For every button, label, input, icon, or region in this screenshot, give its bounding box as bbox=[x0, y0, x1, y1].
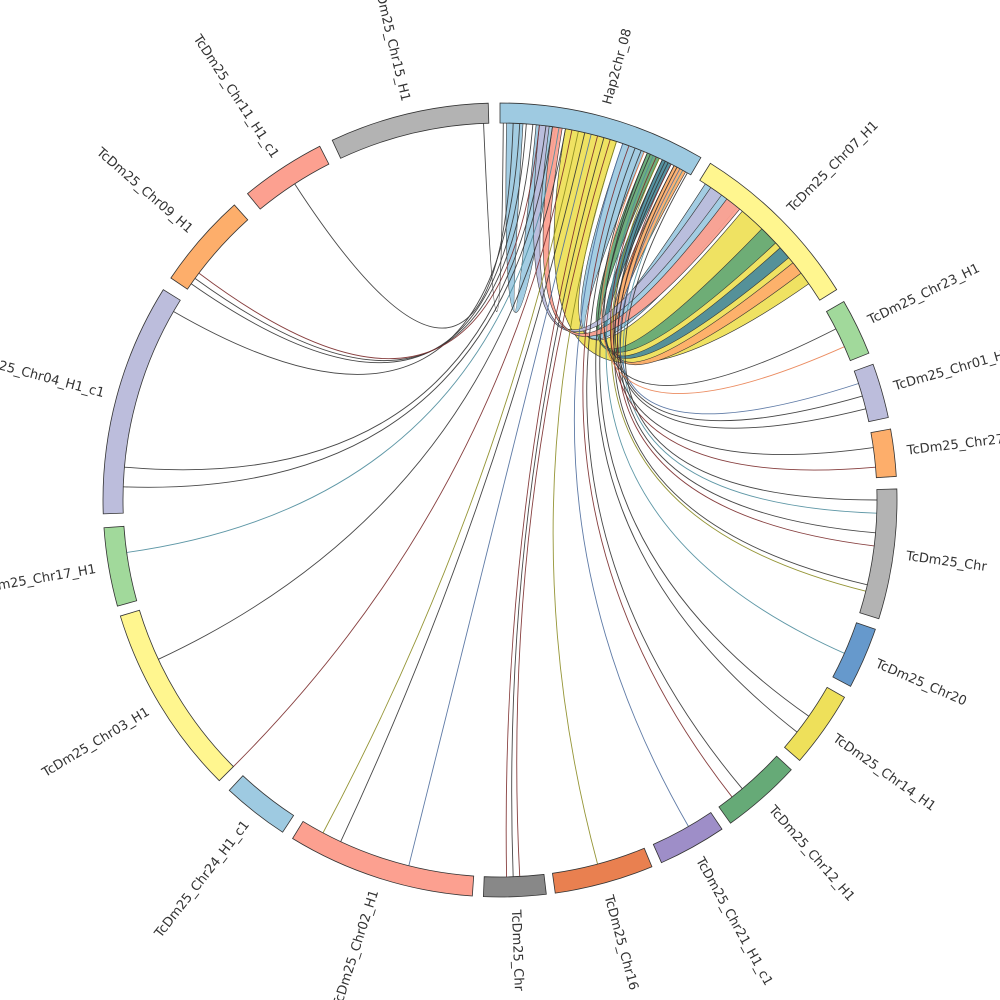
link-14 bbox=[505, 135, 599, 877]
ribbons-layer bbox=[505, 122, 810, 366]
link-35 bbox=[603, 154, 837, 386]
link-30 bbox=[612, 159, 874, 455]
link-31 bbox=[614, 162, 866, 429]
link-9 bbox=[158, 128, 566, 660]
segment-s09 bbox=[170, 204, 249, 290]
segment-s11 bbox=[246, 145, 330, 210]
segment-s17 bbox=[103, 525, 138, 607]
segment-s20 bbox=[832, 622, 876, 687]
segment-s07 bbox=[699, 162, 838, 301]
link-27 bbox=[619, 166, 876, 534]
link-3 bbox=[198, 125, 540, 360]
link-23 bbox=[605, 155, 845, 654]
segment-s24 bbox=[228, 775, 295, 833]
link-12 bbox=[340, 132, 586, 842]
segment-label-s17: TcDm25_Chr17_H1 bbox=[0, 562, 97, 598]
segment-label-s16: TcDm25_Chr16 bbox=[600, 893, 640, 992]
segment-s23 bbox=[825, 300, 870, 362]
link-6 bbox=[124, 125, 547, 471]
segment-s27 bbox=[870, 428, 897, 479]
links-layer bbox=[123, 123, 878, 877]
link-28 bbox=[622, 170, 877, 514]
segment-s12 bbox=[718, 755, 792, 824]
segment-label-s5: TcDm25_Chr bbox=[904, 549, 988, 575]
link-5 bbox=[483, 123, 504, 312]
link-1 bbox=[190, 123, 527, 363]
link-18 bbox=[573, 143, 689, 827]
segment-label-s01: TcDm25_Chr01_H1 bbox=[891, 346, 1000, 394]
segment-label-s21: TcDm25_Chr21_H1_c1 bbox=[692, 854, 776, 988]
segment-s02 bbox=[292, 820, 475, 897]
segment-s03 bbox=[119, 609, 234, 782]
link-22 bbox=[599, 152, 810, 717]
link-0 bbox=[173, 123, 521, 375]
segment-label-s09: TcDm25_Chr09_H1 bbox=[93, 144, 196, 236]
segment-label-s23: TcDm25_Chr23_H1 bbox=[865, 261, 983, 328]
segment-label-s19: TcDm25_Chr bbox=[508, 908, 526, 991]
segment-s15 bbox=[331, 102, 490, 159]
segment-label-s14: TcDm25_Chr14_H1 bbox=[829, 731, 938, 815]
segment-s16 bbox=[552, 847, 653, 894]
segment-s5 bbox=[859, 488, 898, 620]
link-4 bbox=[294, 123, 514, 329]
link-36 bbox=[624, 172, 878, 501]
link-17 bbox=[552, 141, 617, 865]
segment-label-s27: TcDm25_Chr27_H1 bbox=[905, 429, 1000, 459]
segment-label-s02: TcDm25_Chr02_H1 bbox=[330, 888, 382, 1000]
segment-s08 bbox=[499, 102, 702, 176]
link-8 bbox=[126, 127, 560, 553]
link-15 bbox=[511, 137, 605, 877]
segment-label-s20: TcDm25_Chr20 bbox=[872, 656, 969, 709]
link-34 bbox=[601, 151, 845, 394]
link-7 bbox=[123, 126, 553, 488]
segment-label-s11: TcDm25_Chr11_H1_c1 bbox=[189, 32, 281, 162]
segments-layer bbox=[102, 102, 898, 898]
link-10 bbox=[233, 129, 573, 767]
segment-label-s24: TcDm25_Chr24_H1_c1 bbox=[151, 818, 252, 942]
segment-s21 bbox=[652, 811, 723, 864]
segment-s14 bbox=[783, 686, 846, 762]
segment-s04 bbox=[102, 289, 181, 515]
link-19 bbox=[582, 145, 733, 798]
link-32 bbox=[617, 165, 863, 422]
link-25 bbox=[613, 160, 868, 586]
segment-label-s15: TcDm25_Chr15_H1 bbox=[370, 0, 413, 103]
segment-s01 bbox=[853, 363, 889, 423]
segment-label-s07: TcDm25_Chr07_H1 bbox=[784, 118, 882, 216]
segment-label-s12: TcDm25_Chr12_H1 bbox=[765, 802, 858, 905]
link-26 bbox=[617, 163, 875, 547]
link-11 bbox=[322, 131, 579, 834]
link-21 bbox=[595, 150, 798, 733]
segment-label-s03: TcDm25_Chr03_H1 bbox=[39, 705, 152, 781]
link-29 bbox=[610, 156, 876, 471]
link-16 bbox=[516, 139, 611, 877]
link-13 bbox=[408, 134, 592, 866]
segment-label-s04: TcDm25_Chr04_H1_c1 bbox=[0, 349, 106, 401]
link-24 bbox=[610, 158, 866, 592]
link-20 bbox=[586, 147, 743, 790]
link-33 bbox=[619, 168, 859, 415]
segment-label-s08: Hap2chr_08 bbox=[600, 27, 635, 106]
segment-s19 bbox=[482, 873, 547, 898]
